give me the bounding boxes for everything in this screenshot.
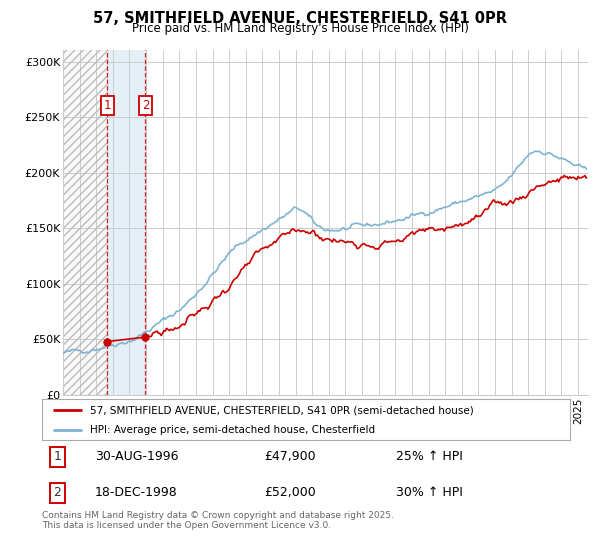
Text: 18-DEC-1998: 18-DEC-1998 bbox=[95, 486, 178, 499]
Bar bbox=[63, 50, 107, 395]
Text: 57, SMITHFIELD AVENUE, CHESTERFIELD, S41 0PR (semi-detached house): 57, SMITHFIELD AVENUE, CHESTERFIELD, S41… bbox=[89, 405, 473, 415]
Text: 2: 2 bbox=[142, 100, 149, 113]
Text: 25% ↑ HPI: 25% ↑ HPI bbox=[396, 450, 463, 463]
Text: Price paid vs. HM Land Registry's House Price Index (HPI): Price paid vs. HM Land Registry's House … bbox=[131, 22, 469, 35]
Text: 2: 2 bbox=[53, 486, 61, 499]
Text: 30-AUG-1996: 30-AUG-1996 bbox=[95, 450, 178, 463]
Text: £47,900: £47,900 bbox=[264, 450, 316, 463]
Text: 30% ↑ HPI: 30% ↑ HPI bbox=[396, 486, 463, 499]
Text: HPI: Average price, semi-detached house, Chesterfield: HPI: Average price, semi-detached house,… bbox=[89, 424, 374, 435]
Bar bbox=[107, 50, 145, 395]
Text: Contains HM Land Registry data © Crown copyright and database right 2025.
This d: Contains HM Land Registry data © Crown c… bbox=[42, 511, 394, 530]
Text: £52,000: £52,000 bbox=[264, 486, 316, 499]
Bar bbox=[63, 50, 107, 395]
Text: 1: 1 bbox=[103, 100, 111, 113]
Text: 1: 1 bbox=[53, 450, 61, 463]
Text: 57, SMITHFIELD AVENUE, CHESTERFIELD, S41 0PR: 57, SMITHFIELD AVENUE, CHESTERFIELD, S41… bbox=[93, 11, 507, 26]
